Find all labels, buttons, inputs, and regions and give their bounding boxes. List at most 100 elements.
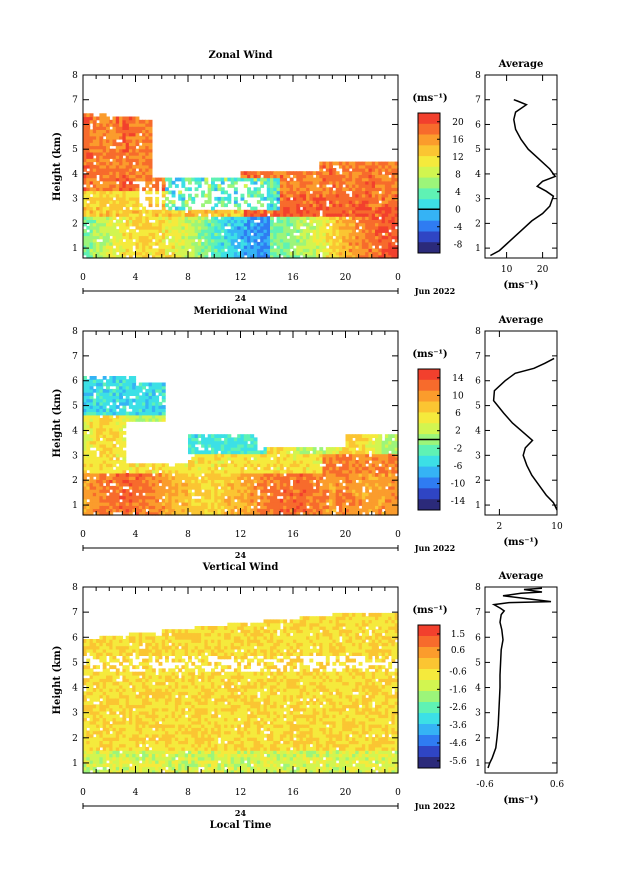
heatmap-cell <box>89 180 94 185</box>
heatmap-cell <box>151 184 156 188</box>
heatmap-cell <box>299 463 304 468</box>
heatmap-cell <box>122 482 127 487</box>
heatmap-cell <box>384 161 389 166</box>
heatmap-cell <box>309 495 314 500</box>
heatmap-cell <box>250 177 255 182</box>
average-y-tick-label: 2 <box>475 219 481 229</box>
heatmap-cell <box>86 450 91 455</box>
heatmap-cell <box>358 440 363 445</box>
heatmap-cell <box>352 495 356 500</box>
heatmap-cell <box>89 489 94 493</box>
heatmap-cell <box>86 209 91 214</box>
heatmap-cell <box>204 225 209 230</box>
heatmap-cell <box>260 495 265 500</box>
heatmap-cell <box>289 216 294 220</box>
heatmap-cell <box>128 123 133 127</box>
heatmap-cell <box>394 229 399 233</box>
x-tick-label: 0 <box>80 273 86 283</box>
heatmap-cell <box>125 245 130 249</box>
heatmap-cell <box>368 241 373 246</box>
heatmap-cell <box>148 476 153 480</box>
heatmap-cell <box>227 184 232 188</box>
heatmap-cell <box>207 469 212 474</box>
heatmap-cell <box>325 209 330 214</box>
heatmap-cell <box>158 177 163 182</box>
heatmap-cell <box>119 434 123 438</box>
heatmap-cell <box>83 206 87 211</box>
heatmap-cell <box>109 434 114 438</box>
heatmap-cell <box>204 463 209 468</box>
heatmap-cell <box>375 184 379 188</box>
heatmap-cell <box>148 418 153 422</box>
heatmap-cell <box>145 414 150 419</box>
heatmap-cell <box>243 184 248 188</box>
heatmap-cell <box>99 392 104 396</box>
heatmap-cell <box>89 460 94 464</box>
heatmap-cell <box>138 495 143 500</box>
heatmap-cell <box>361 466 366 471</box>
heatmap-cell <box>145 254 150 259</box>
heatmap-cell <box>86 148 91 153</box>
heatmap-cell <box>273 453 278 458</box>
heatmap-cell <box>384 434 389 438</box>
heatmap-cell <box>188 225 192 230</box>
heatmap-cell <box>381 193 386 198</box>
heatmap-cell <box>286 184 291 188</box>
heatmap-cell <box>155 469 160 474</box>
heatmap-cell <box>276 482 281 487</box>
heatmap-cell <box>145 164 150 169</box>
heatmap-cell <box>89 443 94 448</box>
heatmap-cell <box>319 177 324 182</box>
heatmap-cell <box>309 460 314 464</box>
heatmap-cell <box>112 388 117 393</box>
heatmap-cell <box>204 200 209 204</box>
colorbar-tick-label: 20 <box>452 118 464 128</box>
heatmap-cell <box>335 447 340 451</box>
heatmap-cell <box>138 388 143 393</box>
heatmap-cell <box>378 177 383 182</box>
heatmap-cell <box>115 450 120 455</box>
heatmap-cell <box>263 502 268 506</box>
heatmap-cell <box>237 229 242 233</box>
heatmap-cell <box>86 238 91 243</box>
heatmap-cell <box>191 219 196 224</box>
heatmap-cell <box>102 225 107 230</box>
heatmap-cell <box>102 161 107 166</box>
heatmap-cell <box>188 440 192 445</box>
heatmap-cell <box>345 450 350 455</box>
heatmap-cell <box>260 450 265 455</box>
heatmap-cell <box>289 241 294 246</box>
heatmap-cell <box>214 437 219 442</box>
heatmap-cell <box>293 209 297 214</box>
heatmap-cell <box>194 193 199 198</box>
heatmap-cell <box>155 196 160 201</box>
heatmap-cell <box>151 209 156 214</box>
heatmap-cell <box>191 440 196 445</box>
heatmap-cell <box>197 508 202 513</box>
heatmap-cell <box>138 232 143 237</box>
heatmap-cell <box>243 492 248 497</box>
heatmap-cell <box>355 187 360 192</box>
heatmap-cell <box>332 171 337 175</box>
heatmap-cell <box>270 469 274 474</box>
heatmap-cell <box>293 254 297 259</box>
heatmap-cell <box>204 479 209 484</box>
heatmap-cell <box>86 241 91 246</box>
heatmap-cell <box>151 411 156 416</box>
heatmap-cell <box>122 135 127 140</box>
heatmap-cell <box>201 460 205 464</box>
heatmap-cell <box>361 245 366 249</box>
heatmap-cell <box>161 248 166 253</box>
x-tick-label: 8 <box>185 273 191 283</box>
heatmap-cell <box>112 180 117 185</box>
heatmap-cell <box>211 232 215 237</box>
heatmap-cell <box>266 171 271 175</box>
heatmap-cell <box>115 498 120 503</box>
heatmap-cell <box>309 187 314 192</box>
heatmap-cell <box>263 251 268 256</box>
heatmap-cell <box>358 482 363 487</box>
heatmap-cell <box>338 254 343 259</box>
heatmap-cell <box>279 222 284 227</box>
heatmap-cell <box>165 245 169 249</box>
heatmap-cell <box>211 177 215 182</box>
